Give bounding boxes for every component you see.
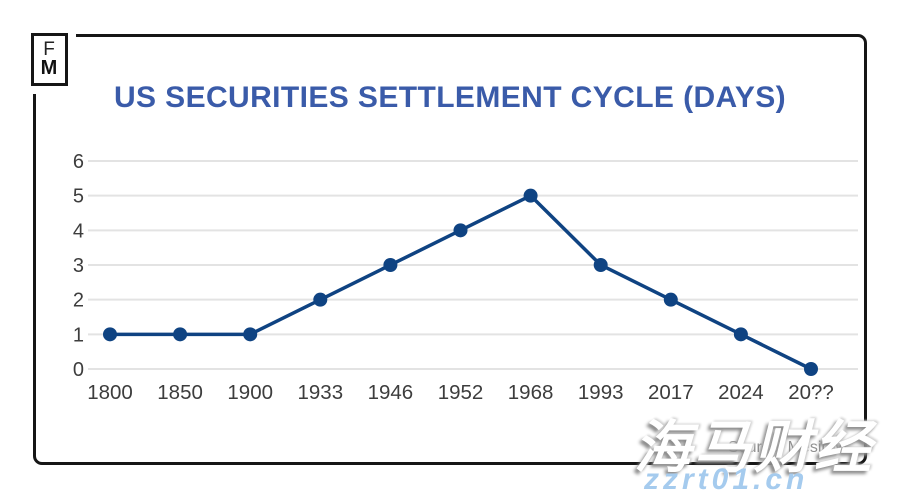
data-point [243, 327, 258, 342]
x-tick-label: 2017 [648, 381, 694, 404]
x-tick-label: 1900 [227, 381, 273, 404]
x-tick-label: 1933 [297, 381, 343, 404]
x-tick-label: 1850 [157, 381, 203, 404]
data-point [804, 362, 818, 376]
content-frame [33, 34, 867, 465]
brand-logo: F M [22, 24, 76, 94]
y-tick-label: 2 [73, 290, 84, 312]
data-point [383, 257, 398, 272]
logo-letter-m: M [40, 56, 58, 79]
y-tick-label: 0 [73, 359, 84, 381]
x-tick-label: 1952 [438, 381, 484, 404]
watermark-cjk-text: 海马财经 [634, 416, 874, 480]
y-tick-label: 1 [73, 324, 84, 346]
data-point [733, 327, 748, 342]
x-tick-label: 1993 [578, 381, 624, 404]
y-tick-label: 4 [73, 220, 84, 242]
data-point [173, 327, 188, 342]
y-tick-label: 3 [73, 255, 84, 277]
x-tick-label: 1946 [368, 381, 414, 404]
source-attribution: Source: Mesirow [728, 439, 848, 456]
series-line [110, 193, 812, 371]
x-tick-label: 1800 [87, 381, 133, 404]
page-title: US SECURITIES SETTLEMENT CYCLE (DAYS) [113, 81, 787, 114]
x-tick-label: 1968 [508, 381, 554, 404]
fm-logo-box: F M [30, 32, 68, 86]
data-point [523, 188, 538, 203]
data-point [103, 327, 117, 342]
x-tick-label: 20?? [788, 381, 834, 404]
logo-letter-f: F [43, 39, 55, 61]
x-tick-label: 2024 [718, 381, 764, 404]
y-tick-label: 5 [73, 186, 84, 208]
data-point [313, 292, 328, 307]
data-point [453, 223, 468, 238]
data-point [593, 257, 608, 272]
watermark-url-text: zzrt01.cn [644, 463, 809, 496]
data-point [663, 292, 678, 307]
y-tick-label: 6 [73, 151, 84, 173]
